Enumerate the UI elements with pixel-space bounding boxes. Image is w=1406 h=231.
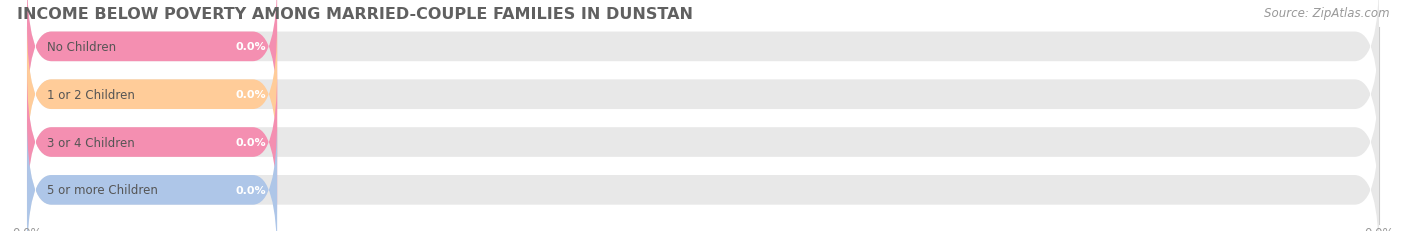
Text: 0.0%: 0.0% [236,137,266,147]
FancyBboxPatch shape [27,71,1379,213]
Text: 0.0%: 0.0% [1364,226,1393,231]
Text: 1 or 2 Children: 1 or 2 Children [48,88,135,101]
FancyBboxPatch shape [27,24,277,166]
FancyBboxPatch shape [27,119,277,231]
Text: INCOME BELOW POVERTY AMONG MARRIED-COUPLE FAMILIES IN DUNSTAN: INCOME BELOW POVERTY AMONG MARRIED-COUPL… [17,7,693,22]
Text: 3 or 4 Children: 3 or 4 Children [48,136,135,149]
Text: 5 or more Children: 5 or more Children [48,184,159,197]
FancyBboxPatch shape [27,0,1379,118]
FancyBboxPatch shape [27,24,1379,166]
FancyBboxPatch shape [27,71,277,213]
FancyBboxPatch shape [27,0,277,118]
Text: Source: ZipAtlas.com: Source: ZipAtlas.com [1264,7,1389,20]
Text: 0.0%: 0.0% [13,226,42,231]
Text: 0.0%: 0.0% [236,185,266,195]
Text: 0.0%: 0.0% [236,42,266,52]
FancyBboxPatch shape [27,119,1379,231]
Text: No Children: No Children [48,41,117,54]
Text: 0.0%: 0.0% [236,90,266,100]
